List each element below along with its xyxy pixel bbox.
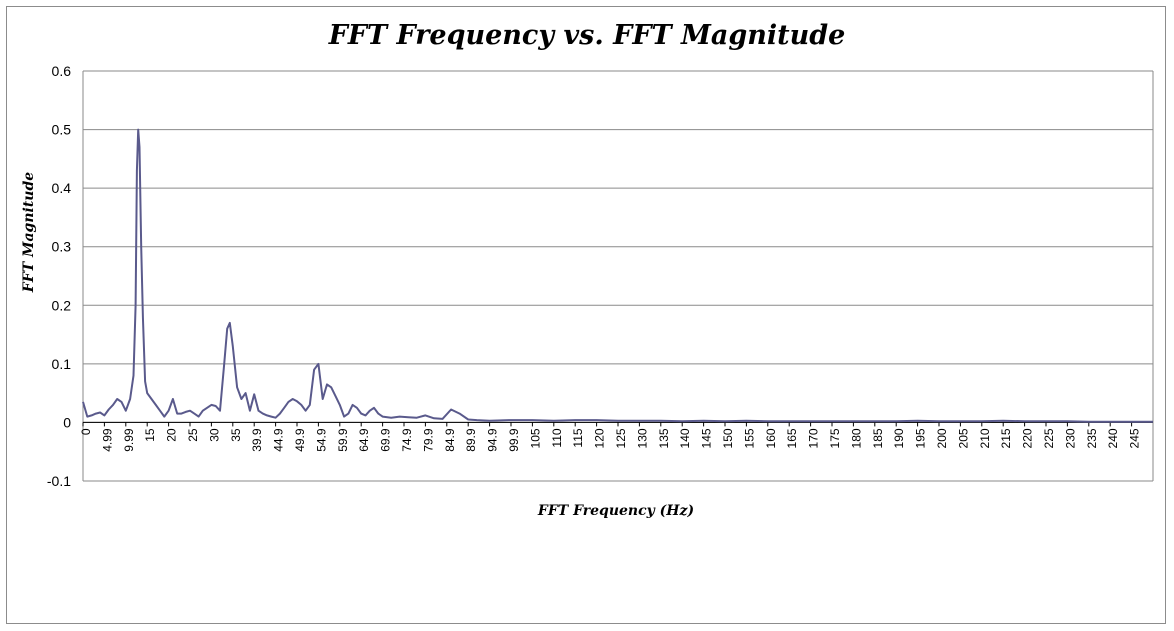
x-tick-label: 59.9 <box>336 428 350 452</box>
series-line-0 <box>82 128 1153 423</box>
y-tick-labels: 0.6 0.5 0.4 0.3 0.2 0.1 0 -0.1 <box>47 63 71 489</box>
x-tick-label: 205 <box>956 428 970 448</box>
x-tick-label: 74.9 <box>400 428 414 452</box>
x-tick-label: 89.9 <box>464 428 478 452</box>
x-axis <box>82 421 1153 427</box>
x-tick-label: 140 <box>678 428 692 448</box>
x-tick-label: 115 <box>571 428 585 447</box>
x-tick-label: 185 <box>871 428 885 448</box>
x-tick-label: 54.9 <box>314 428 328 452</box>
y-tick-label: -0.1 <box>47 473 71 489</box>
x-tick-label: 225 <box>1042 428 1056 448</box>
y-tick-label: 0.3 <box>52 239 72 255</box>
x-tick-label: 84.9 <box>443 428 457 452</box>
x-tick-label: 9.99 <box>122 428 136 452</box>
x-tick-label: 69.9 <box>379 428 393 452</box>
x-tick-label: 79.9 <box>421 428 435 452</box>
x-tick-label: 130 <box>635 428 649 448</box>
x-tick-label: 25 <box>186 428 200 442</box>
x-tick-label: 155 <box>742 428 756 448</box>
y-tick-label: 0.5 <box>52 122 72 138</box>
x-tick-label: 150 <box>721 428 735 448</box>
x-tick-label: 20 <box>165 428 179 442</box>
x-tick-label: 105 <box>528 428 542 448</box>
x-axis-label: FFT Frequency (Hz) <box>537 503 695 519</box>
x-tick-label: 120 <box>593 428 607 448</box>
y-tick-label: 0.1 <box>52 356 72 372</box>
x-tick-label: 44.9 <box>272 428 286 452</box>
x-tick-label: 64.9 <box>357 428 371 452</box>
x-tick-label: 180 <box>849 428 863 448</box>
gridlines <box>82 70 1154 482</box>
x-tick-label: 0 <box>79 428 93 435</box>
x-tick-label: 135 <box>657 428 671 448</box>
y-tick-label: 0 <box>63 414 71 430</box>
x-tick-label: 160 <box>764 428 778 448</box>
x-tick-label: 145 <box>700 428 714 448</box>
chart-title: FFT Frequency vs. FFT Magnitude <box>328 20 846 51</box>
y-tick-label: 0.4 <box>52 180 72 196</box>
x-tick-label: 94.9 <box>486 428 500 452</box>
x-tick-label: 195 <box>914 428 928 448</box>
y-tick-label: 0.6 <box>52 63 72 79</box>
x-tick-label: 240 <box>1106 428 1120 448</box>
x-tick-label: 30 <box>207 428 221 442</box>
x-tick-label: 245 <box>1128 428 1142 448</box>
x-tick-label: 230 <box>1063 428 1077 448</box>
x-tick-label: 220 <box>1021 428 1035 448</box>
series-group <box>82 128 1153 423</box>
x-tick-label: 235 <box>1085 428 1099 448</box>
y-tick-label: 0.2 <box>52 297 72 313</box>
x-tick-label: 190 <box>892 428 906 448</box>
x-tick-label: 4.99 <box>100 428 114 452</box>
x-tick-labels: 0 4.99 9.99 15 20 25 30 35 39.9 44.9 49.9 54.9 59.9 6… <box>79 428 1142 452</box>
chart-area <box>6 6 1166 624</box>
x-tick-label: 15 <box>143 428 157 442</box>
x-tick-label: 170 <box>807 428 821 448</box>
x-tick-label: 39.9 <box>250 428 264 452</box>
x-tick-label: 110 <box>550 428 564 447</box>
x-tick-label: 165 <box>785 428 799 448</box>
x-tick-label: 49.9 <box>293 428 307 452</box>
x-tick-label: 175 <box>828 428 842 448</box>
x-tick-label: 210 <box>978 428 992 448</box>
x-tick-label: 99.9 <box>507 428 521 452</box>
x-tick-label: 200 <box>935 428 949 448</box>
x-tick-label: 215 <box>999 428 1013 448</box>
x-tick-label: 35 <box>229 428 243 442</box>
x-tick-label: 125 <box>614 428 628 448</box>
